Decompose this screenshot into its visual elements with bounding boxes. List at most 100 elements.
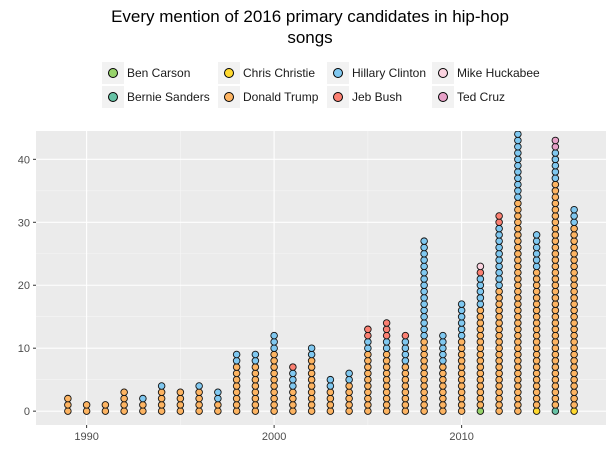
dot-donald-trump-2013 bbox=[514, 338, 522, 346]
dot-donald-trump-2007 bbox=[401, 394, 410, 403]
dot-donald-trump-2014 bbox=[532, 312, 541, 321]
dot-hillary-clinton-2005 bbox=[364, 344, 372, 352]
dot-donald-trump-2008 bbox=[420, 363, 428, 371]
dot-hillary-clinton-1996 bbox=[195, 382, 203, 390]
dot-donald-trump-2011 bbox=[476, 344, 485, 352]
legend-dot-icon bbox=[333, 92, 343, 102]
dot-donald-trump-2011 bbox=[476, 401, 485, 409]
dot-donald-trump-2015 bbox=[551, 275, 560, 283]
dot-donald-trump-2016 bbox=[570, 401, 578, 409]
dot-donald-trump-2005 bbox=[364, 394, 372, 403]
legend-label: Ben Carson bbox=[127, 66, 191, 80]
dot-donald-trump-2015 bbox=[551, 325, 560, 334]
dot-donald-trump-2015 bbox=[551, 294, 560, 302]
dot-donald-trump-2013 bbox=[514, 199, 522, 208]
dot-donald-trump-2001 bbox=[289, 407, 297, 415]
dot-donald-trump-2009 bbox=[439, 394, 447, 403]
dot-donald-trump-2013 bbox=[514, 306, 522, 315]
dot-donald-trump-2013 bbox=[514, 325, 522, 334]
dot-donald-trump-2015 bbox=[551, 363, 560, 371]
legend-key bbox=[432, 86, 454, 108]
dot-donald-trump-2010 bbox=[457, 394, 466, 403]
legend: Ben Carson Bernie Sanders Chris Christie… bbox=[102, 62, 552, 110]
dot-donald-trump-2013 bbox=[514, 212, 522, 220]
dot-donald-trump-2006 bbox=[382, 382, 391, 390]
y-tick-label: 40 bbox=[18, 154, 30, 166]
dot-donald-trump-2013 bbox=[514, 357, 522, 365]
dot-donald-trump-2012 bbox=[495, 363, 503, 371]
dot-hillary-clinton-2008 bbox=[420, 312, 428, 321]
legend-item-chris-christie: Chris Christie bbox=[218, 62, 315, 84]
dot-donald-trump-1992 bbox=[120, 394, 128, 403]
dot-donald-trump-2007 bbox=[401, 388, 410, 397]
dot-donald-trump-2016 bbox=[570, 262, 578, 271]
dot-donald-trump-2016 bbox=[570, 250, 578, 258]
y-tick-label: 0 bbox=[24, 406, 30, 418]
dot-donald-trump-2016 bbox=[570, 268, 578, 277]
dot-donald-trump-2014 bbox=[532, 382, 541, 390]
dot-donald-trump-2004 bbox=[345, 394, 353, 403]
dot-donald-trump-2015 bbox=[551, 193, 560, 201]
dot-donald-trump-2014 bbox=[532, 319, 541, 327]
dot-donald-trump-1992 bbox=[120, 388, 128, 397]
dot-donald-trump-2015 bbox=[551, 287, 560, 296]
dot-donald-trump-2013 bbox=[514, 375, 522, 384]
dot-donald-trump-2012 bbox=[495, 338, 503, 346]
dot-donald-trump-2012 bbox=[495, 319, 503, 327]
legend-dot-icon bbox=[438, 68, 448, 78]
dot-donald-trump-2006 bbox=[382, 375, 391, 384]
dot-donald-trump-2016 bbox=[570, 275, 578, 283]
dot-hillary-clinton-2012 bbox=[495, 231, 503, 239]
dot-donald-trump-2016 bbox=[570, 344, 578, 352]
legend-label: Ted Cruz bbox=[457, 90, 506, 104]
dot-donald-trump-2014 bbox=[532, 394, 541, 403]
dot-donald-trump-2016 bbox=[570, 350, 578, 359]
dot-donald-trump-1998 bbox=[232, 388, 241, 397]
dot-donald-trump-2005 bbox=[364, 363, 372, 371]
dot-hillary-clinton-1994 bbox=[157, 382, 166, 390]
dot-donald-trump-2013 bbox=[514, 401, 522, 409]
dot-donald-trump-2016 bbox=[570, 319, 578, 327]
dot-donald-trump-2002 bbox=[307, 388, 316, 397]
dot-donald-trump-1998 bbox=[232, 369, 241, 378]
dot-jeb-bush-2005 bbox=[364, 325, 372, 334]
dot-donald-trump-2016 bbox=[570, 294, 578, 302]
dot-donald-trump-2008 bbox=[420, 388, 428, 397]
legend-key bbox=[102, 62, 124, 84]
dot-donald-trump-2011 bbox=[476, 357, 485, 365]
dot-donald-trump-2010 bbox=[457, 363, 466, 371]
dot-hillary-clinton-2000 bbox=[270, 344, 278, 352]
dot-donald-trump-2015 bbox=[551, 331, 560, 340]
legend-item-hillary-clinton: Hillary Clinton bbox=[327, 62, 426, 84]
y-tick-label: 30 bbox=[18, 217, 30, 229]
legend-item-mike-huckabee: Mike Huckabee bbox=[432, 62, 540, 84]
dot-hillary-clinton-2013 bbox=[514, 136, 522, 145]
legend-key bbox=[327, 86, 349, 108]
dot-donald-trump-2011 bbox=[476, 350, 485, 359]
dot-donald-trump-2005 bbox=[364, 407, 372, 415]
dot-hillary-clinton-2012 bbox=[495, 243, 503, 252]
dot-donald-trump-1998 bbox=[232, 394, 241, 403]
dot-donald-trump-2016 bbox=[570, 357, 578, 365]
dot-donald-trump-2007 bbox=[401, 407, 410, 415]
dot-donald-trump-2011 bbox=[476, 338, 485, 346]
dot-hillary-clinton-2013 bbox=[514, 187, 522, 195]
dot-donald-trump-2009 bbox=[439, 401, 447, 409]
dot-donald-trump-2014 bbox=[532, 294, 541, 302]
dot-donald-trump-2000 bbox=[270, 357, 278, 365]
dot-hillary-clinton-2002 bbox=[307, 350, 316, 359]
dot-hillary-clinton-2014 bbox=[532, 256, 541, 264]
legend-item-jeb-bush: Jeb Bush bbox=[327, 86, 402, 108]
dot-hillary-clinton-2014 bbox=[532, 237, 541, 245]
dot-hillary-clinton-2001 bbox=[289, 382, 297, 390]
dot-donald-trump-2002 bbox=[307, 357, 316, 365]
dot-donald-trump-2013 bbox=[514, 243, 522, 252]
dot-donald-trump-2016 bbox=[570, 394, 578, 403]
dot-donald-trump-2014 bbox=[532, 369, 541, 378]
legend-label: Chris Christie bbox=[243, 66, 316, 80]
dot-donald-trump-2002 bbox=[307, 382, 316, 390]
dot-hillary-clinton-2012 bbox=[495, 237, 503, 245]
dot-jeb-bush-2012 bbox=[495, 212, 503, 220]
dot-donald-trump-1998 bbox=[232, 401, 241, 409]
